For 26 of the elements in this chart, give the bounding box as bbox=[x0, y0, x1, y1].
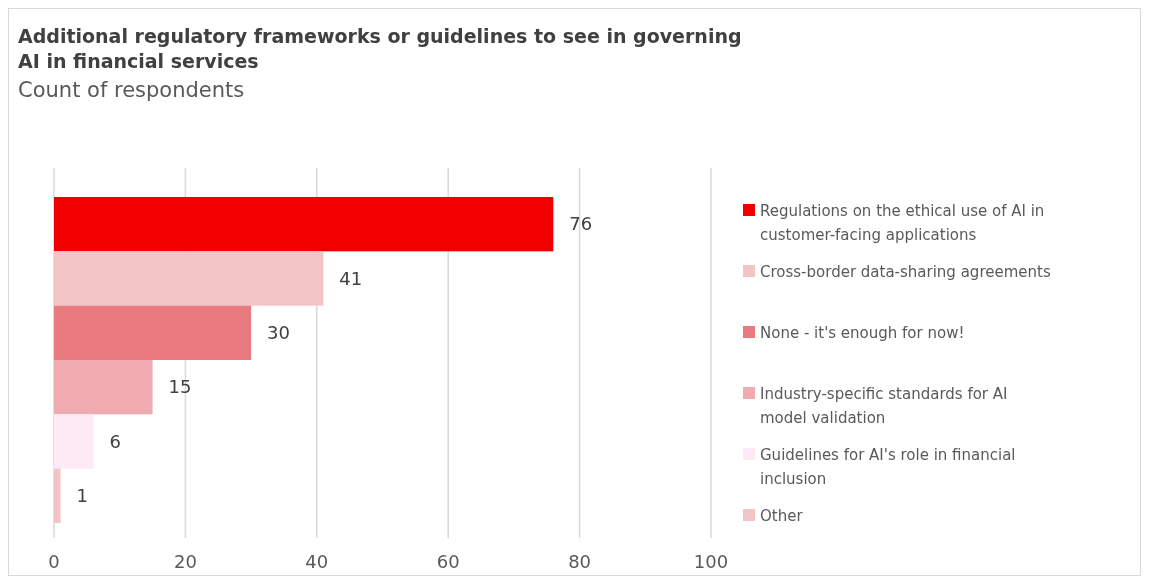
bar bbox=[54, 305, 252, 360]
data-label: 30 bbox=[267, 321, 291, 343]
x-tick-label: 0 bbox=[48, 551, 60, 572]
x-tick-label: 80 bbox=[568, 551, 592, 572]
data-label: 76 bbox=[569, 213, 593, 235]
bar bbox=[54, 251, 324, 306]
data-label: 41 bbox=[339, 267, 363, 289]
chart-subtitle: Count of respondents bbox=[18, 78, 245, 102]
bar bbox=[54, 360, 153, 415]
legend-label: Cross-border data-sharing agreements bbox=[760, 263, 1051, 281]
x-tick-label: 40 bbox=[305, 551, 329, 572]
legend-label: Industry-specific standards for AI model validation bbox=[760, 385, 1013, 427]
legend-label: Regulations on the ethical use of AI in customer-facing applications bbox=[760, 202, 1050, 244]
data-label: 1 bbox=[76, 484, 89, 506]
x-tick-label: 60 bbox=[436, 551, 460, 572]
legend-label: Other bbox=[760, 507, 804, 525]
x-tick-label: 100 bbox=[693, 551, 729, 572]
x-tick-label: 20 bbox=[173, 551, 197, 572]
data-label: 15 bbox=[168, 376, 192, 398]
bar bbox=[54, 468, 61, 523]
legend-label: None - it's enough for now! bbox=[760, 324, 965, 342]
legend-label: Guidelines for AI's role in financial inclusion bbox=[760, 446, 1021, 488]
bar bbox=[54, 197, 554, 252]
chart-title: Additional regulatory frameworks or guidelines to see in governing AI in financial services bbox=[18, 25, 742, 72]
data-label: 6 bbox=[109, 430, 121, 452]
bar bbox=[54, 414, 94, 469]
